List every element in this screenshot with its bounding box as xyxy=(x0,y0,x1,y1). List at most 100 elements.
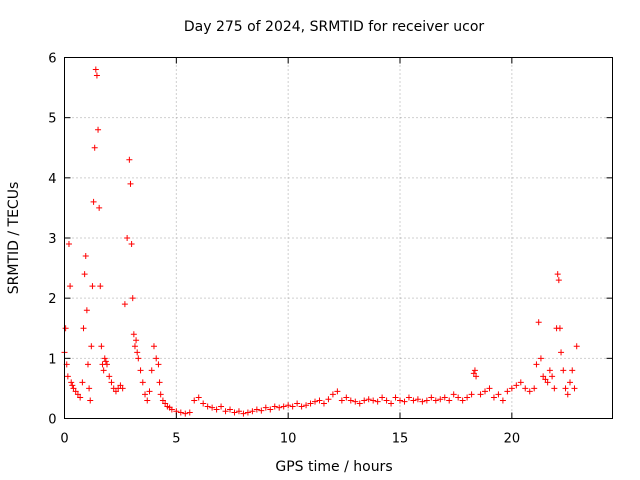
data-point xyxy=(231,409,238,416)
data-point xyxy=(555,277,562,284)
x-tick-label: 20 xyxy=(504,432,521,447)
y-axis-label: SRMTID / TECUs xyxy=(6,182,22,295)
data-point xyxy=(352,398,359,405)
data-point xyxy=(244,409,251,416)
data-point xyxy=(540,373,547,380)
data-point xyxy=(537,355,544,362)
data-point xyxy=(74,391,81,398)
data-point xyxy=(298,403,305,410)
data-point xyxy=(88,343,95,350)
data-point xyxy=(432,397,439,404)
data-point xyxy=(131,343,138,350)
data-point xyxy=(177,409,184,416)
data-point xyxy=(343,394,350,401)
data-point xyxy=(133,337,140,344)
data-point xyxy=(126,156,133,163)
data-point xyxy=(569,367,576,374)
data-point xyxy=(477,391,484,398)
data-point xyxy=(316,397,323,404)
data-point xyxy=(441,394,448,401)
data-point xyxy=(280,403,287,410)
data-point xyxy=(450,391,457,398)
data-series xyxy=(61,66,580,417)
data-point xyxy=(182,410,189,417)
data-point xyxy=(119,385,126,392)
data-point xyxy=(127,180,134,187)
data-point xyxy=(329,391,336,398)
data-point xyxy=(77,394,84,401)
data-point xyxy=(471,367,478,374)
data-point xyxy=(86,385,93,392)
data-point xyxy=(464,394,471,401)
data-point xyxy=(62,325,69,332)
data-point xyxy=(405,394,412,401)
data-point xyxy=(271,403,278,410)
data-point xyxy=(361,397,368,404)
data-point xyxy=(535,319,542,326)
data-point xyxy=(546,367,553,374)
data-point xyxy=(89,283,96,290)
data-point xyxy=(204,403,211,410)
data-point xyxy=(307,400,314,407)
data-point xyxy=(325,396,332,403)
data-point xyxy=(267,406,274,413)
data-point xyxy=(100,367,107,374)
data-point xyxy=(129,295,136,302)
data-point xyxy=(428,394,435,401)
data-point xyxy=(334,388,341,395)
data-point xyxy=(549,373,556,380)
data-point xyxy=(276,404,283,411)
data-point xyxy=(142,391,149,398)
data-point xyxy=(162,400,169,407)
chart-title: Day 275 of 2024, SRMTID for receiver uco… xyxy=(184,19,485,35)
data-point xyxy=(504,388,511,395)
data-point xyxy=(468,391,475,398)
y-tick-label: 2 xyxy=(48,292,56,307)
data-point xyxy=(72,388,79,395)
data-point xyxy=(218,403,225,410)
data-point xyxy=(410,397,417,404)
data-point xyxy=(419,398,426,405)
data-point xyxy=(146,388,153,395)
data-point xyxy=(473,373,480,380)
data-point xyxy=(401,398,408,405)
data-point xyxy=(379,394,386,401)
axis-ticks: 0 5 10 15 20 0 1 2 3 4 5 6 xyxy=(48,52,613,447)
data-point xyxy=(499,397,506,404)
data-point xyxy=(121,301,128,308)
data-point xyxy=(544,379,551,386)
data-point xyxy=(117,382,124,389)
data-point xyxy=(87,397,94,404)
y-tick-label: 4 xyxy=(48,172,56,187)
data-point xyxy=(249,408,256,415)
data-point xyxy=(67,283,74,290)
data-point xyxy=(567,379,574,386)
data-point xyxy=(134,349,141,356)
data-point xyxy=(92,66,99,73)
data-point xyxy=(103,361,110,368)
data-point xyxy=(97,283,104,290)
data-point xyxy=(108,379,115,386)
data-point xyxy=(383,397,390,404)
data-point xyxy=(135,355,142,362)
data-point xyxy=(482,388,489,395)
data-point xyxy=(186,409,193,416)
data-point xyxy=(155,361,162,368)
data-point xyxy=(83,307,90,314)
data-point xyxy=(312,398,319,405)
x-axis-label: GPS time / hours xyxy=(275,459,392,475)
data-point xyxy=(168,406,175,413)
data-point xyxy=(139,379,146,386)
data-point xyxy=(253,406,260,413)
data-point xyxy=(513,382,520,389)
data-point xyxy=(262,404,269,411)
plot-frame xyxy=(64,57,613,419)
data-point xyxy=(556,325,563,332)
data-point xyxy=(388,400,395,407)
data-point xyxy=(446,397,453,404)
data-point xyxy=(571,385,578,392)
data-point xyxy=(65,241,72,248)
x-tick-label: 10 xyxy=(280,432,297,447)
grid xyxy=(64,57,613,419)
